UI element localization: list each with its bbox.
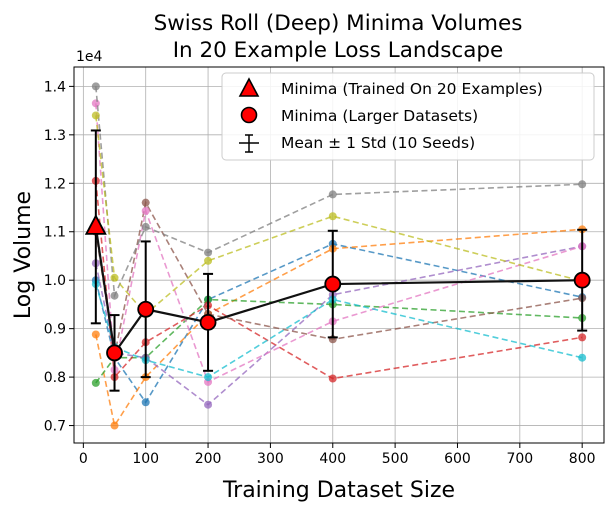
x-tick-label: 400 xyxy=(319,451,346,467)
y-offset-label: 1e4 xyxy=(76,49,103,65)
legend-marker-circle xyxy=(240,106,258,124)
mean-line xyxy=(94,226,583,356)
chart-title-line-2: In 20 Example Loss Landscape xyxy=(173,38,504,63)
legend-label-larger: Minima (Larger Datasets) xyxy=(281,107,478,125)
seed-point xyxy=(578,333,587,342)
y-axis-label: Log Volume xyxy=(11,191,36,319)
seed-point xyxy=(204,400,213,409)
seed-point xyxy=(91,99,100,108)
seed-line xyxy=(95,180,583,380)
legend-entry-trained: Minima (Trained On 20 Examples) xyxy=(238,77,543,98)
mean-point-larger xyxy=(137,300,155,318)
x-tick-label: 300 xyxy=(257,451,284,467)
seed-point xyxy=(91,82,100,91)
seed-point xyxy=(91,330,100,339)
seed-point xyxy=(204,256,213,265)
seed-line xyxy=(95,200,583,356)
y-tick-label: 0.8 xyxy=(44,370,66,386)
y-tick-label: 1.0 xyxy=(44,273,66,289)
seed-series-7 xyxy=(91,82,587,300)
seed-point xyxy=(328,212,337,221)
x-tick-label: 0 xyxy=(79,451,88,467)
y-tick-label: 1.1 xyxy=(44,225,66,241)
seed-point xyxy=(141,398,150,407)
seed-point xyxy=(91,378,100,387)
x-tick-label: 200 xyxy=(195,451,222,467)
legend: Minima (Trained On 20 Examples) Minima (… xyxy=(221,72,595,161)
mean-point-larger xyxy=(199,313,217,331)
y-tick-label: 0.9 xyxy=(44,322,66,338)
seed-point xyxy=(328,374,337,383)
chart-title-line-1: Swiss Roll (Deep) Minima Volumes xyxy=(154,11,523,36)
legend-label-trained: Minima (Trained On 20 Examples) xyxy=(281,80,543,98)
trained-minima-marker xyxy=(84,213,107,235)
y-tick-label: 1.4 xyxy=(44,79,66,95)
legend-label-mean: Mean ± 1 Std (10 Seeds) xyxy=(281,134,475,152)
seed-line xyxy=(95,228,583,428)
y-axis: 0.7 0.8 0.9 1.0 1.1 1.2 1.3 1.4 xyxy=(44,79,74,435)
seed-line xyxy=(95,86,583,299)
y-tick-label: 0.7 xyxy=(44,419,66,435)
seed-point xyxy=(110,273,119,282)
seed-point xyxy=(91,111,100,120)
mean-point-larger xyxy=(573,271,591,289)
legend-entry-mean: Mean ± 1 Std (10 Seeds) xyxy=(239,134,475,153)
seed-point xyxy=(204,248,213,257)
seed-point xyxy=(110,291,119,300)
seed-point xyxy=(578,180,587,189)
seed-line xyxy=(95,298,583,384)
legend-box xyxy=(221,72,595,161)
seed-point xyxy=(578,353,587,362)
legend-marker-triangle xyxy=(238,77,260,97)
seed-line xyxy=(95,283,583,378)
seed-point xyxy=(204,373,213,382)
y-tick-label: 1.3 xyxy=(44,128,66,144)
x-tick-label: 100 xyxy=(132,451,159,467)
x-tick-label: 700 xyxy=(506,451,533,467)
seed-point xyxy=(141,222,150,231)
x-tick-label: 500 xyxy=(382,451,409,467)
seed-line xyxy=(95,115,583,316)
mean-point-larger xyxy=(324,275,342,293)
mean-point-larger xyxy=(106,344,123,362)
x-axis-label: Training Dataset Size xyxy=(222,478,455,503)
legend-entry-larger: Minima (Larger Datasets) xyxy=(240,106,478,125)
x-tick-label: 600 xyxy=(444,451,471,467)
plot-frame xyxy=(73,66,605,444)
mean-layer xyxy=(84,129,591,392)
seed-line xyxy=(95,243,583,404)
x-axis: 0 100 200 300 400 500 600 700 800 xyxy=(79,443,596,467)
seed-point xyxy=(110,421,119,430)
seed-point xyxy=(141,206,150,215)
seed-point xyxy=(328,190,337,199)
x-tick-label: 800 xyxy=(569,451,596,467)
seed-point xyxy=(141,198,150,207)
y-tick-label: 1.2 xyxy=(44,176,66,192)
